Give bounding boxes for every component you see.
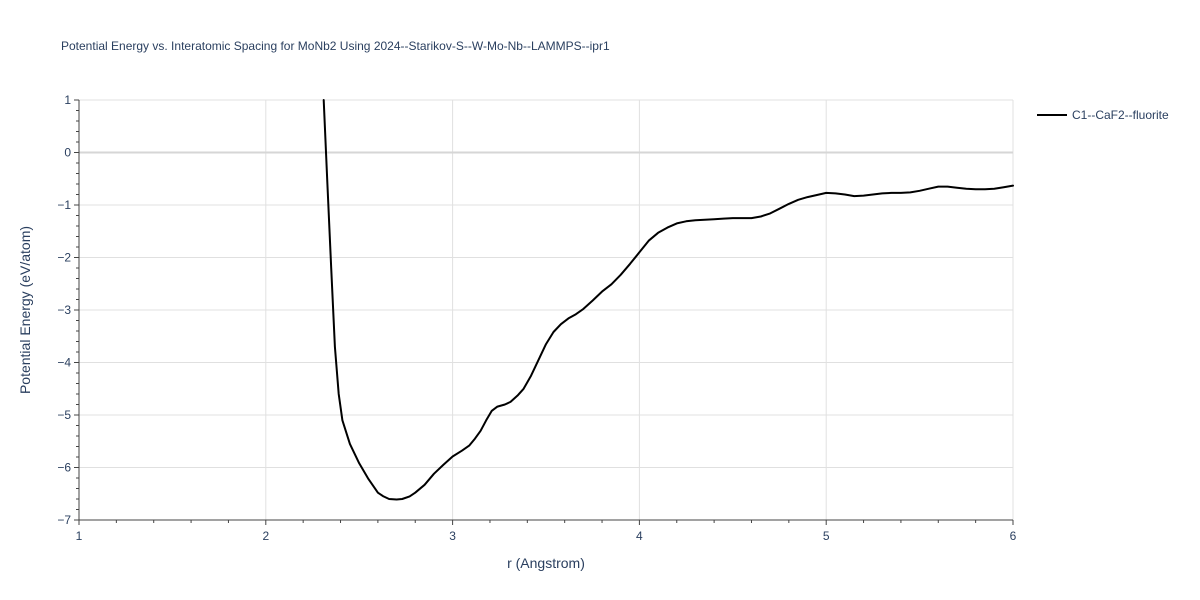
x-axis-title: r (Angstrom) [507, 555, 585, 571]
x-tick-label-2: 2 [262, 529, 269, 543]
legend[interactable]: C1--CaF2--fluorite [1037, 108, 1169, 122]
x-tick-label-5: 5 [823, 529, 830, 543]
y-tick-label--4: −4 [57, 356, 71, 370]
x-tick-label-6: 6 [1010, 529, 1017, 543]
y-axis-title: Potential Energy (eV/atom) [17, 226, 33, 394]
x-tick-label-4: 4 [636, 529, 643, 543]
y-tick-label-1: 1 [64, 93, 71, 107]
chart-title: Potential Energy vs. Interatomic Spacing… [61, 39, 610, 53]
legend-label-c1-caf2-fluorite[interactable]: C1--CaF2--fluorite [1072, 108, 1169, 122]
series-line-0 [322, 99, 1014, 501]
y-tick-label-0: 0 [64, 146, 71, 160]
grid-layer [79, 99, 1014, 520]
axes-layer: 1 2 3 4 5 6 1 0 −1 −2 −3 −4 −5 −6 −7 [57, 93, 1016, 543]
x-tick-label-3: 3 [449, 529, 456, 543]
y-tick-label--1: −1 [57, 198, 71, 212]
y-tick-label--3: −3 [57, 303, 71, 317]
x-tick-label-1: 1 [76, 529, 83, 543]
plot-area [322, 99, 1014, 501]
y-tick-label--5: −5 [57, 408, 71, 422]
y-tick-label--2: −2 [57, 251, 71, 265]
y-tick-label--7: −7 [57, 513, 71, 527]
y-tick-label--6: −6 [57, 461, 71, 475]
